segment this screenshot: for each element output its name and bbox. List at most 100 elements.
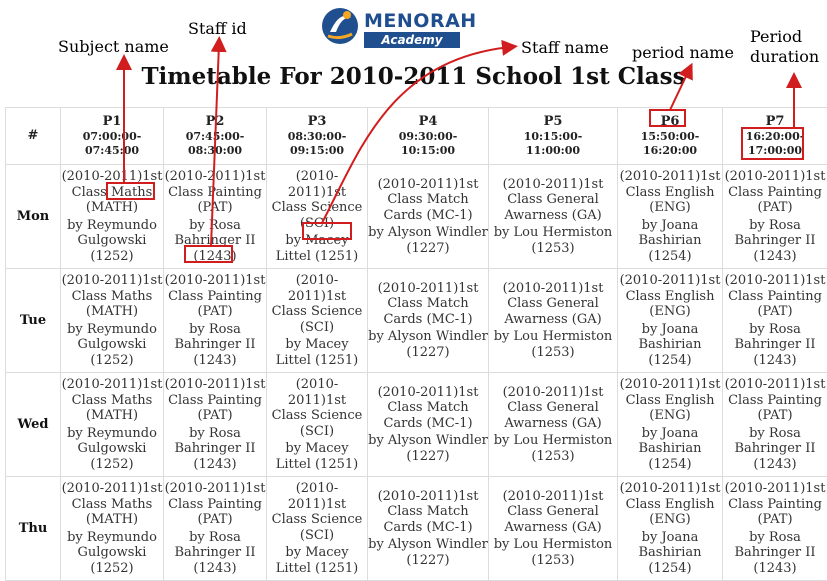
subject-name: (MATH) [61, 304, 163, 320]
class-label: (2010-2011)1st [164, 273, 266, 289]
subject-name: (PAT) [164, 512, 266, 528]
day-label: Tue [6, 269, 61, 373]
staff-info: Gulgowski [61, 337, 163, 353]
subject-name: Class General [489, 192, 617, 208]
period-start: 07:00:00- [61, 130, 163, 144]
class-label: (2010-2011)1st [489, 281, 617, 297]
page-title: Timetable For 2010-2011 School 1st Class [0, 63, 827, 90]
period-duration-annotation-line2: duration [750, 47, 819, 67]
subject-name: (SCI) [267, 424, 367, 440]
subject-name: Awarness (GA) [489, 520, 617, 536]
class-label: (2010-2011)1st [723, 273, 827, 289]
day-label: Thu [6, 477, 61, 581]
staff-info: (1252) [61, 249, 163, 265]
subject-name: Awarness (GA) [489, 416, 617, 432]
staff-info: (1253) [489, 449, 617, 465]
subject-name: Awarness (GA) [489, 312, 617, 328]
period-end: 07:45:00 [61, 144, 163, 158]
subject-name: (ENG) [618, 512, 722, 528]
period-start: 15:50:00- [618, 130, 722, 144]
subject-name: (MATH) [61, 200, 163, 216]
subject-name: (PAT) [723, 408, 827, 424]
staff-info: Bahringer II [164, 441, 266, 457]
subject-name: Class Science [267, 304, 367, 320]
subject-name: (SCI) [267, 528, 367, 544]
subject-name: Class English [618, 185, 722, 201]
staff-info: Bahringer II [164, 545, 266, 561]
staff-info: by Rosa [164, 530, 266, 546]
staff-info: (1227) [368, 553, 488, 569]
staff-info: (1243) [723, 561, 827, 577]
subject-name: (PAT) [723, 512, 827, 528]
corner-header: # [6, 108, 61, 165]
subject-name: Cards (MC-1) [368, 416, 488, 432]
subject-name: Class Painting [723, 497, 827, 513]
day-label: Wed [6, 373, 61, 477]
staff-info: by Rosa [723, 322, 827, 338]
class-label: (2010-2011)1st [368, 385, 488, 401]
subject-name: (ENG) [618, 200, 722, 216]
staff-info: by Rosa [723, 530, 827, 546]
period-name: P6 [618, 114, 722, 130]
staff-info: by Rosa [723, 426, 827, 442]
staff-info: Bashirian [618, 337, 722, 353]
class-label: (2010-2011)1st [267, 377, 367, 408]
subject-name: Class English [618, 393, 722, 409]
subject-name: Class Maths [61, 497, 163, 513]
staff-info: Gulgowski [61, 233, 163, 249]
staff-info: (1227) [368, 241, 488, 257]
period-name: P5 [489, 114, 617, 130]
class-label: (2010-2011)1st [61, 273, 163, 289]
class-label: (2010-2011)1st [267, 481, 367, 512]
period-end: 17:00:00 [723, 144, 827, 158]
class-label: (2010-2011)1st [368, 177, 488, 193]
staff-info: (1243) [723, 353, 827, 369]
staff-info: (1253) [489, 345, 617, 361]
class-label: (2010-2011)1st [618, 481, 722, 497]
staff-info: (1254) [618, 249, 722, 265]
staff-info: (1243) [164, 249, 266, 265]
subject-name: Class General [489, 504, 617, 520]
staff-info: by Macey [267, 337, 367, 353]
subject-name: Class Science [267, 408, 367, 424]
subject-name: (PAT) [164, 200, 266, 216]
staff-info: (1252) [61, 561, 163, 577]
staff-info: (1243) [723, 457, 827, 473]
subject-name: Class Painting [164, 393, 266, 409]
period-start: 10:15:00- [489, 130, 617, 144]
staff-info: Littel (1251) [267, 353, 367, 369]
class-label: (2010-2011)1st [618, 169, 722, 185]
staff-info: by Macey [267, 545, 367, 561]
staff-info: (1252) [61, 353, 163, 369]
staff-info: by Alyson Windler [368, 225, 488, 241]
class-label: (2010-2011)1st [489, 489, 617, 505]
period-end: 16:20:00 [618, 144, 722, 158]
period-name: P2 [164, 114, 266, 130]
subject-name: Class Painting [164, 185, 266, 201]
period-end: 11:00:00 [489, 144, 617, 158]
staff-info: by Reymundo [61, 218, 163, 234]
staff-info: by Reymundo [61, 530, 163, 546]
subject-name: Class Painting [723, 393, 827, 409]
staff-info: by Rosa [164, 322, 266, 338]
